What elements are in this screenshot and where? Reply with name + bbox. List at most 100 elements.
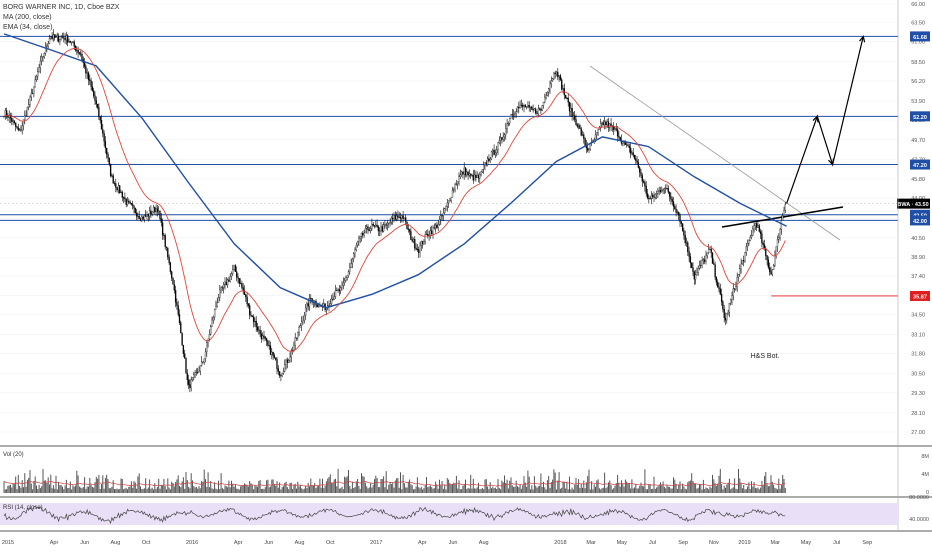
volume-bar	[470, 474, 472, 493]
volume-bar	[366, 486, 368, 493]
volume-bar	[650, 489, 652, 493]
candle-body	[486, 158, 489, 165]
candle-body	[109, 163, 112, 176]
candle-body	[272, 351, 274, 356]
volume-bar	[344, 476, 346, 493]
candle-body	[185, 357, 187, 374]
volume-bar	[41, 486, 43, 493]
volume-bar	[710, 487, 712, 493]
price-tick-label: 31.80	[911, 352, 925, 358]
candle-body	[225, 281, 227, 286]
volume-bar	[318, 485, 320, 493]
volume-bar	[315, 488, 317, 493]
volume-bar	[133, 481, 135, 493]
volume-bar	[416, 477, 418, 493]
level-tag-text: 52.20	[913, 115, 927, 121]
volume-bar	[426, 477, 427, 493]
candle-body	[275, 357, 277, 360]
candle-body	[551, 78, 554, 81]
symbol-title[interactable]: BORG WARNER INC, 1D, Cboe BZX	[3, 4, 120, 11]
candle-body	[568, 102, 571, 112]
volume-bar	[351, 481, 353, 493]
candle-body	[761, 233, 763, 244]
volume-bar	[299, 484, 301, 493]
candle-body	[774, 254, 776, 266]
volume-bar	[775, 488, 777, 493]
volume-bar	[666, 484, 668, 493]
volume-bar	[580, 483, 582, 493]
volume-ma-line	[3, 480, 786, 487]
volume-bar	[142, 488, 144, 493]
candle-body	[414, 239, 416, 249]
candle-body	[485, 162, 487, 165]
candle-body	[138, 215, 140, 219]
volume-bar	[363, 476, 365, 493]
ma200-legend[interactable]: MA (200, close)	[3, 14, 52, 21]
candle-body	[505, 128, 507, 135]
volume-bar	[415, 486, 417, 493]
candle-body	[780, 220, 783, 230]
candle-body	[471, 174, 473, 176]
level-tag-text: 35.87	[913, 294, 927, 300]
candle-body	[600, 123, 602, 128]
volume-bar	[309, 486, 310, 493]
candle-body	[575, 119, 577, 125]
candle-body	[562, 88, 564, 90]
candle-body	[480, 171, 482, 175]
volume-bar	[686, 489, 687, 493]
candle-body	[529, 106, 532, 108]
candle-body	[148, 210, 151, 217]
volume-bar	[403, 483, 405, 493]
candle-body	[429, 230, 432, 236]
candle-body	[147, 213, 149, 217]
candle-body	[55, 36, 57, 39]
candle-body	[70, 41, 73, 43]
volume-bar	[454, 483, 456, 493]
volume-bar	[69, 481, 71, 493]
candle-body	[180, 322, 182, 334]
volume-bar	[54, 488, 56, 493]
candle-body	[713, 263, 715, 265]
candle-body	[784, 204, 786, 211]
descending-trendline[interactable]	[589, 65, 841, 241]
volume-bar	[418, 487, 420, 493]
volume-bar	[602, 487, 604, 493]
volume-bar	[726, 484, 728, 493]
volume-bar	[102, 475, 104, 493]
candle-body	[212, 317, 214, 321]
volume-bar	[507, 488, 509, 493]
candle-body	[124, 197, 126, 200]
volume-bar	[149, 479, 151, 493]
volume-bar	[273, 484, 275, 493]
volume-bar	[159, 488, 161, 493]
price-tick-label: 37.40	[911, 274, 925, 280]
candle-body	[701, 260, 703, 266]
volume-bar	[485, 479, 487, 493]
candle-body	[202, 361, 204, 363]
volume-bar	[242, 485, 244, 493]
volume-bar	[680, 489, 682, 493]
volume-bar	[329, 474, 331, 493]
ema34-legend[interactable]: EMA (34, close)	[3, 24, 53, 31]
candle-body	[724, 317, 727, 321]
candle-body	[364, 228, 367, 234]
volume-bar	[667, 486, 669, 493]
candle-body	[519, 104, 521, 108]
volume-bar	[162, 485, 164, 493]
volume-bar	[522, 485, 524, 493]
price-tick-label: 33.10	[911, 332, 925, 338]
candle-body	[418, 249, 420, 253]
candle-body	[103, 133, 105, 142]
candle-body	[176, 302, 178, 306]
volume-bar	[88, 486, 89, 493]
price-tick-label: 34.50	[911, 313, 925, 319]
forecast-arrow-path[interactable]	[786, 36, 864, 204]
candle-body	[169, 262, 172, 272]
candle-body	[645, 186, 647, 194]
candle-body	[450, 197, 452, 201]
candle-body	[99, 116, 101, 121]
volume-bar	[524, 482, 526, 493]
volume-bar	[649, 484, 651, 493]
candle-body	[132, 204, 134, 206]
candle-body	[720, 294, 723, 302]
